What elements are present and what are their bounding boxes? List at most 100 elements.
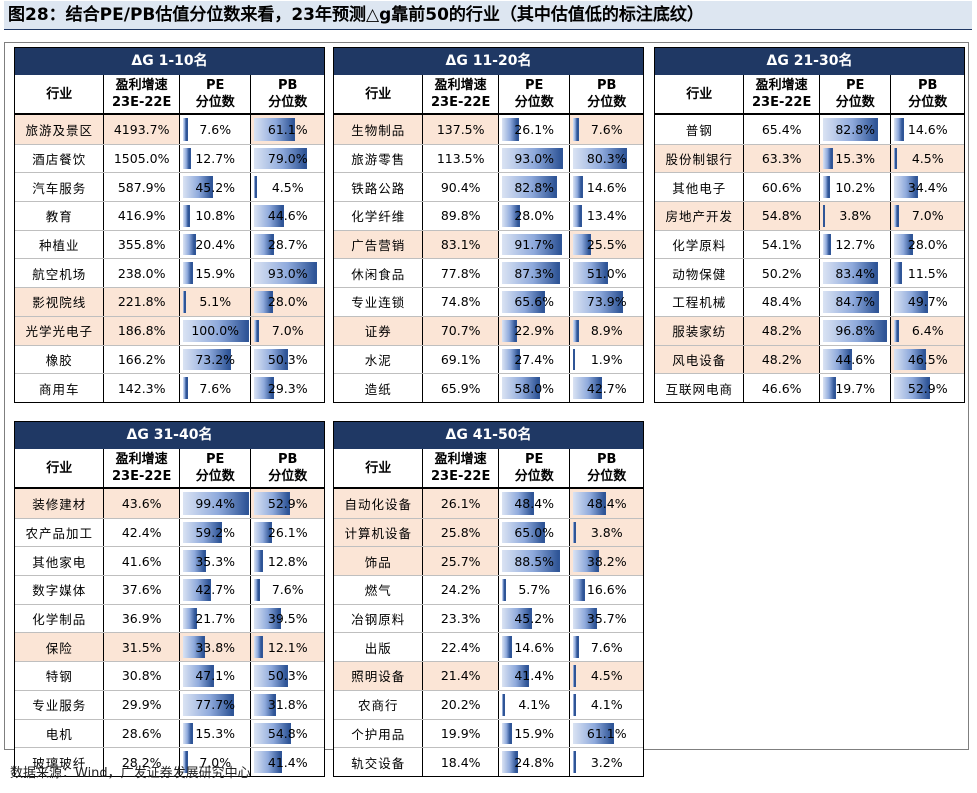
- pb-value: 28.7%: [267, 237, 308, 253]
- table-row: 风电设备 48.2% 44.6% 46.5%: [655, 344, 964, 374]
- header-pb-label: PB 分位数: [587, 78, 627, 110]
- pb-cell: 42.7%: [570, 374, 643, 402]
- pe-percentile-bar: [501, 665, 530, 687]
- header-pb: PB 分位数: [251, 449, 324, 487]
- industry-cell: 工程机械: [655, 288, 745, 316]
- growth-cell: 221.8%: [104, 288, 180, 316]
- pe-percentile-bar: [182, 579, 212, 601]
- table-row: 照明设备 21.4% 41.4% 4.5%: [334, 661, 643, 690]
- pb-cell: 25.5%: [570, 230, 643, 259]
- pe-value: 15.9%: [514, 725, 555, 741]
- pb-value: 25.5%: [586, 237, 627, 253]
- column-header-row: 行业 盈利增速 23E-22E PE 分位数 PB 分位数: [655, 75, 964, 115]
- growth-cell: 90.4%: [423, 173, 499, 202]
- pb-cell: 16.6%: [570, 576, 643, 604]
- pb-percentile-bar: [894, 348, 926, 371]
- pe-cell: 4.1%: [499, 690, 571, 719]
- pb-cell: 44.6%: [251, 202, 324, 230]
- pb-value: 52.9%: [267, 495, 308, 511]
- industry-cell: 燃气: [334, 576, 424, 604]
- pb-percentile-bar: [254, 579, 260, 601]
- pb-cell: 93.0%: [251, 259, 324, 287]
- growth-cell: 30.8%: [104, 662, 180, 690]
- pe-percentile-bar: [501, 636, 512, 659]
- pe-percentile-bar: [182, 118, 188, 141]
- pb-cell: 28.0%: [251, 288, 324, 316]
- pe-highlight: [179, 288, 251, 316]
- pe-percentile-bar: [822, 262, 878, 285]
- pe-value: 12.7%: [835, 237, 876, 253]
- header-industry: 行业: [334, 75, 424, 113]
- header-pe: PE 分位数: [180, 449, 252, 487]
- pe-cell: 59.2%: [180, 518, 252, 547]
- table-body: 普钢 65.4% 82.8% 14.6% 股份制银行 63.3% 15.3% 4.5% 其他电子…: [655, 115, 964, 402]
- industry-cell: 出版: [334, 633, 424, 662]
- table-row: 保险 31.5% 33.8% 12.1%: [15, 632, 324, 662]
- industry-cell: 化学制品: [15, 604, 105, 633]
- industry-cell: 农商行: [334, 690, 424, 719]
- pe-cell: 65.6%: [499, 288, 571, 316]
- header-growth: 盈利增速 23E-22E: [744, 75, 820, 113]
- industry-cell: 专业服务: [15, 690, 105, 719]
- pb-cell: 79.0%: [251, 145, 324, 173]
- growth-cell: 20.2%: [423, 690, 499, 719]
- pb-cell: 50.3%: [251, 346, 324, 374]
- pb-cell: 34.4%: [891, 173, 964, 201]
- column-header-row: 行业 盈利增速 23E-22E PE 分位数 PB 分位数: [334, 75, 643, 115]
- header-pe: PE 分位数: [820, 75, 892, 113]
- pe-cell: 83.4%: [820, 259, 892, 288]
- pb-highlight: [251, 633, 324, 662]
- pb-cell: 38.2%: [570, 547, 643, 576]
- header-industry: 行业: [655, 75, 745, 113]
- pb-cell: 50.3%: [251, 662, 324, 690]
- pe-percentile-bar: [501, 722, 513, 745]
- pb-value: 54.8%: [267, 725, 308, 741]
- pe-percentile-bar: [822, 205, 826, 227]
- table-row: 股份制银行 63.3% 15.3% 4.5%: [655, 143, 964, 173]
- industry-cell: 铁路公路: [334, 173, 424, 202]
- table-row: 广告营销 83.1% 91.7% 25.5%: [334, 229, 643, 259]
- pb-value: 80.3%: [586, 151, 627, 167]
- table-body: 装修建材 43.6% 99.4% 52.9% 农产品加工 42.4% 59.2% 26.1% 其…: [15, 489, 324, 776]
- pe-cell: 14.6%: [499, 633, 571, 662]
- pb-value: 50.3%: [267, 668, 308, 684]
- pb-value: 6.4%: [911, 323, 944, 339]
- pe-percentile-bar: [501, 291, 546, 313]
- pb-cell: 26.1%: [251, 519, 324, 547]
- header-pe-label: PE 分位数: [835, 78, 875, 110]
- pe-value: 24.8%: [514, 754, 555, 770]
- pb-cell: 49.7%: [891, 288, 964, 316]
- pe-percentile-bar: [182, 550, 207, 573]
- pe-value: 59.2%: [195, 525, 236, 541]
- pb-highlight: [570, 115, 643, 144]
- growth-cell: 28.2%: [104, 748, 180, 776]
- pe-cell: 15.3%: [180, 719, 252, 748]
- header-pb-label: PB 分位数: [268, 78, 308, 110]
- header-industry: 行业: [334, 449, 424, 487]
- growth-cell: 25.7%: [423, 547, 499, 576]
- pb-percentile-bar: [254, 147, 308, 170]
- valuation-panel: ΔG 41-50名 行业 盈利增速 23E-22E PE 分位数 PB 分位数 自动化设备 26.…: [333, 421, 644, 777]
- pb-percentile-bar: [573, 579, 585, 601]
- pe-cell: 44.6%: [820, 345, 892, 374]
- pb-cell: 39.5%: [251, 605, 324, 633]
- pb-value: 61.1%: [267, 121, 308, 137]
- industry-cell: 化学纤维: [334, 202, 424, 230]
- pe-value: 4.1%: [518, 697, 551, 713]
- pe-value: 77.7%: [195, 697, 236, 713]
- pe-value: 65.0%: [514, 525, 555, 541]
- pe-value: 99.4%: [195, 495, 236, 511]
- industry-cell: 商用车: [15, 374, 105, 402]
- pb-percentile-bar: [894, 262, 903, 285]
- pb-value: 7.0%: [271, 323, 304, 339]
- industry-cell: 自动化设备: [334, 489, 424, 518]
- pe-cell: 24.8%: [499, 748, 571, 776]
- header-industry-label: 行业: [365, 460, 392, 476]
- pe-value: 88.5%: [514, 553, 555, 569]
- pb-value: 34.4%: [907, 179, 948, 195]
- pb-cell: 51.0%: [570, 259, 643, 287]
- pb-percentile-bar: [254, 377, 275, 399]
- figure-title: 图28：结合PE/PB估值分位数来看，23年预测△g靠前50的行业（其中估值低的…: [4, 1, 972, 30]
- column-header-row: 行业 盈利增速 23E-22E PE 分位数 PB 分位数: [15, 75, 324, 115]
- pb-value: 4.5%: [271, 179, 304, 195]
